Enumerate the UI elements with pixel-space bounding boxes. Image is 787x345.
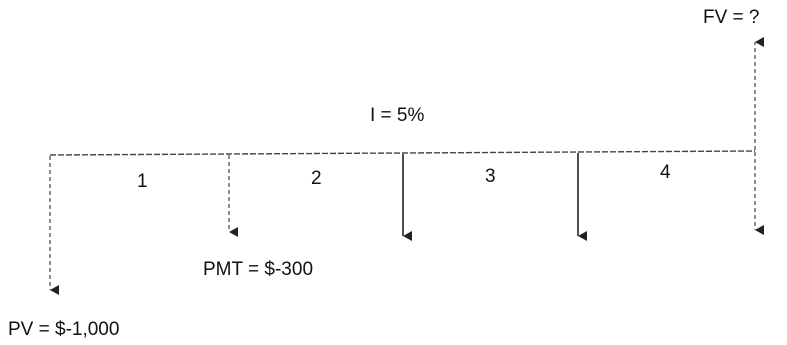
- period-label-3: 3: [485, 166, 496, 187]
- time-line: [49, 150, 756, 156]
- period-label-4: 4: [660, 162, 671, 183]
- future-value-label: FV = ?: [703, 7, 760, 28]
- period-label-1: 1: [137, 171, 148, 192]
- payment-label: PMT = $-300: [203, 259, 314, 280]
- present-value-label: PV = $-1,000: [8, 319, 120, 340]
- interest-rate-label: I = 5%: [370, 105, 425, 126]
- period-label-2: 2: [311, 168, 322, 189]
